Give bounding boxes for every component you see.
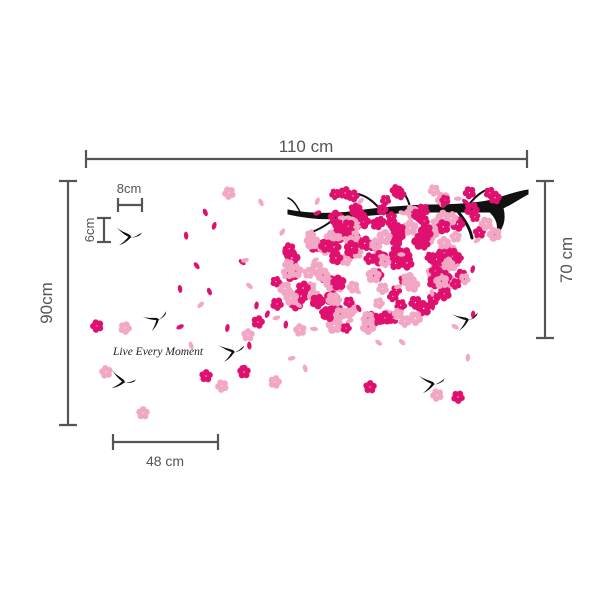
base-width-label: 48 cm xyxy=(146,453,184,469)
falling-petal xyxy=(282,247,287,256)
cherry-blossom-cluster xyxy=(87,181,506,420)
falling-petal xyxy=(272,315,281,321)
falling-petal xyxy=(313,210,322,216)
dimension-lines xyxy=(59,150,554,450)
falling-petal xyxy=(254,301,259,310)
blossom-flower xyxy=(219,183,239,203)
falling-petal xyxy=(302,364,308,373)
falling-petal xyxy=(290,289,295,298)
falling-petal xyxy=(264,310,270,318)
falling-petal xyxy=(397,252,406,257)
falling-petal xyxy=(356,304,362,313)
falling-petal xyxy=(453,196,462,201)
falling-petal xyxy=(177,284,183,293)
falling-petal xyxy=(465,353,471,362)
falling-petal xyxy=(353,288,362,295)
falling-petal xyxy=(394,284,402,290)
blossom-flower xyxy=(449,387,468,406)
falling-petal xyxy=(337,215,346,220)
falling-petal xyxy=(430,302,436,311)
blossom-flower xyxy=(249,313,267,330)
falling-petal xyxy=(202,208,208,217)
falling-petal xyxy=(247,341,252,350)
falling-petal xyxy=(241,257,249,263)
falling-petal xyxy=(258,198,264,207)
bird-width-label: 8cm xyxy=(117,181,142,196)
blossom-flower xyxy=(460,183,479,202)
swallow-bird-icon xyxy=(218,340,247,363)
falling-petal xyxy=(345,318,354,324)
falling-petal xyxy=(279,228,286,236)
falling-petal xyxy=(239,364,248,370)
falling-petal xyxy=(294,302,302,308)
swallow-bird-icon xyxy=(142,306,172,333)
falling-petal xyxy=(211,221,217,230)
branch-height-label: 70 cm xyxy=(557,237,576,283)
quote-text: Live Every Moment xyxy=(112,346,204,358)
falling-petal xyxy=(470,310,476,319)
falling-petal xyxy=(398,210,407,216)
falling-petal xyxy=(473,237,481,244)
falling-petal xyxy=(451,324,459,330)
blossom-flower xyxy=(362,379,378,394)
blossom-flower xyxy=(427,385,447,405)
swallow-bird-icon xyxy=(108,370,138,393)
falling-petal xyxy=(429,288,435,297)
blossom-flower xyxy=(212,376,232,396)
blossom-flower xyxy=(97,362,116,381)
falling-petal xyxy=(375,339,383,346)
falling-petal xyxy=(206,287,212,296)
falling-petal xyxy=(183,231,189,240)
falling-petal xyxy=(188,341,194,350)
falling-petal xyxy=(310,326,319,332)
falling-petal xyxy=(470,265,476,274)
blossom-flower xyxy=(266,373,284,390)
falling-petal xyxy=(462,198,469,205)
falling-petal xyxy=(398,339,406,346)
falling-petal xyxy=(311,257,319,264)
falling-petal xyxy=(197,301,205,308)
falling-petal xyxy=(283,320,289,329)
falling-petal xyxy=(176,324,184,330)
blossom-flower xyxy=(136,405,150,420)
falling-petal xyxy=(314,197,320,205)
falling-petal xyxy=(225,324,230,332)
falling-petal xyxy=(377,253,386,259)
falling-petal xyxy=(433,225,439,234)
bird-height-label: 6cm xyxy=(82,218,97,243)
blossom-flower xyxy=(87,316,107,336)
height-label: 90cm xyxy=(37,282,56,324)
falling-petal xyxy=(357,197,364,205)
swallow-bird-icon xyxy=(116,227,142,246)
width-label: 110 cm xyxy=(279,137,334,156)
falling-petal xyxy=(369,242,377,249)
falling-petal xyxy=(287,355,296,361)
blossom-flower xyxy=(241,327,255,342)
falling-petal xyxy=(440,200,446,209)
blossom-flower xyxy=(371,295,387,311)
blossom-flower xyxy=(116,318,134,337)
falling-petal xyxy=(193,262,200,270)
falling-petal xyxy=(353,224,361,230)
falling-petal xyxy=(246,282,253,290)
falling-petals xyxy=(176,196,481,373)
blossom-flower xyxy=(198,368,214,383)
blossom-flower xyxy=(291,320,310,339)
falling-petal xyxy=(284,260,289,269)
